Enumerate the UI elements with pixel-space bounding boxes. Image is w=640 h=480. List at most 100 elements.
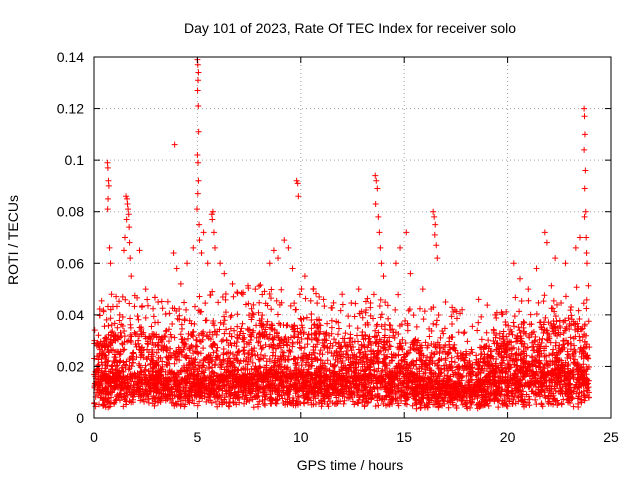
data-point (467, 399, 474, 406)
data-point (404, 394, 411, 401)
data-point (167, 349, 174, 356)
data-point (402, 340, 409, 347)
data-point (501, 364, 508, 371)
data-point (454, 353, 461, 360)
data-point (418, 342, 425, 349)
data-point (447, 378, 454, 385)
data-point (375, 393, 382, 400)
data-point (490, 326, 497, 333)
data-point (515, 352, 522, 359)
data-point (312, 371, 319, 378)
data-point (104, 362, 111, 369)
data-point (134, 313, 141, 320)
data-point (553, 349, 560, 356)
data-point (303, 314, 310, 321)
data-point (413, 405, 420, 412)
data-point (386, 369, 393, 376)
data-point (385, 346, 392, 353)
data-point (560, 329, 567, 336)
data-point (513, 338, 520, 345)
data-point (215, 299, 222, 306)
data-point (571, 342, 578, 349)
data-point (168, 368, 175, 375)
data-point (222, 388, 229, 395)
data-point (538, 323, 545, 330)
data-point (567, 346, 574, 353)
data-point (410, 312, 417, 319)
data-point (536, 393, 543, 400)
data-point (392, 365, 399, 372)
data-point (454, 350, 461, 357)
data-point (445, 350, 452, 357)
data-point (291, 300, 298, 307)
data-point (330, 299, 337, 306)
data-point (329, 304, 336, 311)
data-point (477, 383, 484, 390)
data-point (171, 334, 178, 341)
data-point (264, 318, 271, 325)
data-point (272, 400, 279, 407)
data-point (288, 372, 295, 379)
data-point (555, 345, 562, 352)
data-point (275, 391, 282, 398)
data-point (558, 299, 565, 306)
data-point (518, 298, 525, 305)
data-point (337, 307, 344, 314)
data-point (123, 358, 130, 365)
data-point (327, 360, 334, 367)
data-point (364, 374, 371, 381)
data-point (184, 397, 191, 404)
data-point (478, 392, 485, 399)
data-point (503, 391, 510, 398)
data-point (156, 395, 163, 402)
data-point (445, 376, 452, 383)
data-point (343, 342, 350, 349)
data-point (361, 403, 368, 410)
data-point (475, 319, 482, 326)
data-point (157, 367, 164, 374)
data-point (409, 402, 416, 409)
data-point (363, 358, 370, 365)
data-point (583, 296, 590, 303)
data-point (147, 336, 154, 343)
data-point (460, 330, 467, 337)
data-point (307, 297, 314, 304)
data-point (580, 392, 587, 399)
data-point (313, 374, 320, 381)
data-point (552, 339, 559, 346)
data-point (147, 361, 154, 368)
data-point (392, 390, 399, 397)
data-point (284, 384, 291, 391)
data-point (171, 373, 178, 380)
data-point (278, 299, 285, 306)
data-point (352, 364, 359, 371)
data-point (180, 384, 187, 391)
data-point (570, 376, 577, 383)
data-point (295, 331, 302, 338)
data-point (297, 315, 304, 322)
data-point (436, 356, 443, 363)
data-point (296, 366, 303, 373)
data-point (503, 308, 510, 315)
data-point (511, 323, 518, 330)
data-point (216, 326, 223, 333)
data-point (583, 381, 590, 388)
data-point (205, 382, 212, 389)
data-point (280, 349, 287, 356)
data-point (387, 343, 394, 350)
data-point (169, 392, 176, 399)
data-point (509, 393, 516, 400)
data-point (137, 397, 144, 404)
data-point (321, 398, 328, 405)
data-point (428, 328, 435, 335)
data-point (532, 375, 539, 382)
data-point (528, 353, 535, 360)
data-point (586, 344, 593, 351)
data-point (222, 309, 229, 316)
data-point (532, 379, 539, 386)
data-point (162, 334, 169, 341)
data-point (396, 344, 403, 351)
data-point (119, 340, 126, 347)
data-point (291, 322, 298, 329)
